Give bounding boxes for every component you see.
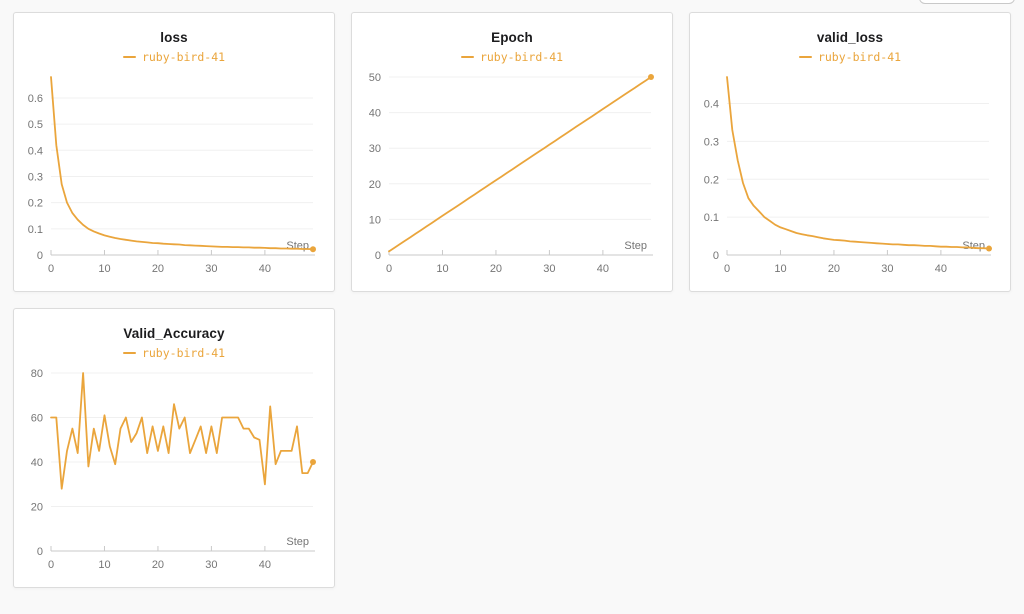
gridlines [51, 97, 313, 230]
gridlines [727, 103, 989, 218]
svg-text:60: 60 [31, 413, 43, 425]
svg-text:10: 10 [369, 214, 381, 226]
y-tick-labels: 0 10 20 30 40 50 [369, 72, 381, 262]
svg-text:0.4: 0.4 [28, 145, 43, 157]
line-chart[interactable]: 0 0.1 0.2 0.3 0.4 0.5 0.6 0 10 20 30 40 Step [15, 71, 333, 285]
svg-text:80: 80 [31, 368, 43, 380]
y-tick-labels: 0 20 40 60 80 [31, 368, 43, 558]
svg-text:0.2: 0.2 [28, 198, 43, 210]
legend-run-name[interactable]: ruby-bird-41 [479, 50, 564, 64]
x-axis-label: Step [286, 240, 309, 252]
y-tick-labels: 0 0.1 0.2 0.3 0.4 [704, 99, 719, 262]
chart-legend: ruby-bird-41 [14, 49, 334, 65]
svg-text:20: 20 [369, 179, 381, 191]
svg-text:0: 0 [375, 250, 381, 262]
legend-line-swatch [460, 56, 474, 58]
legend-run-name[interactable]: ruby-bird-41 [817, 50, 902, 64]
x-axis [50, 250, 315, 256]
chart-panel-epoch[interactable]: Epoch ruby-bird-41 0 10 20 30 40 50 0 10 20 30 40 S… [351, 12, 673, 292]
x-tick-labels: 0 10 20 30 40 [724, 263, 947, 275]
x-axis-label: Step [624, 240, 647, 252]
chart-title: loss [160, 30, 188, 45]
gridlines [389, 76, 651, 220]
svg-text:0.2: 0.2 [704, 174, 719, 186]
gridlines [51, 372, 313, 507]
svg-text:0.6: 0.6 [28, 93, 43, 105]
svg-text:40: 40 [259, 559, 271, 571]
chart-panel-loss[interactable]: loss ruby-bird-41 0 0.1 0.2 0.3 0.4 0.5 0.6 0 10… [13, 12, 335, 292]
svg-text:30: 30 [205, 263, 217, 275]
legend-run-name[interactable]: ruby-bird-41 [141, 346, 226, 360]
svg-text:0: 0 [386, 263, 392, 275]
svg-text:40: 40 [31, 457, 43, 469]
svg-text:30: 30 [543, 263, 555, 275]
svg-text:0: 0 [48, 263, 54, 275]
chart-legend: ruby-bird-41 [352, 49, 672, 65]
legend-line-swatch [122, 352, 136, 354]
x-axis [726, 250, 991, 256]
line-chart[interactable]: 0 0.1 0.2 0.3 0.4 0 10 20 30 40 Step [691, 71, 1009, 285]
chart-legend: ruby-bird-41 [690, 49, 1010, 65]
svg-text:20: 20 [31, 502, 43, 514]
x-tick-labels: 0 10 20 30 40 [48, 263, 271, 275]
svg-text:30: 30 [369, 143, 381, 155]
y-tick-labels: 0 0.1 0.2 0.3 0.4 0.5 0.6 [28, 93, 43, 262]
svg-text:20: 20 [152, 559, 164, 571]
svg-text:0: 0 [713, 250, 719, 262]
line-chart[interactable]: 0 20 40 60 80 0 10 20 30 40 Step [15, 367, 333, 581]
x-tick-labels: 0 10 20 30 40 [386, 263, 609, 275]
charts-grid: loss ruby-bird-41 0 0.1 0.2 0.3 0.4 0.5 0.6 0 10… [13, 12, 1011, 588]
svg-text:0.1: 0.1 [28, 224, 43, 236]
svg-text:20: 20 [152, 263, 164, 275]
line-chart[interactable]: 0 10 20 30 40 50 0 10 20 30 40 Step [353, 71, 671, 285]
series-end-dot [310, 459, 316, 465]
svg-text:30: 30 [205, 559, 217, 571]
series-end-dot [310, 246, 316, 253]
x-axis [50, 546, 315, 552]
svg-text:0: 0 [37, 250, 43, 262]
chart-title: Epoch [491, 30, 533, 45]
svg-text:10: 10 [436, 263, 448, 275]
chart-title: valid_loss [816, 30, 884, 45]
svg-text:10: 10 [98, 263, 110, 275]
series-line [388, 76, 652, 253]
svg-text:10: 10 [98, 559, 110, 571]
svg-text:30: 30 [881, 263, 893, 275]
x-axis [388, 250, 653, 256]
svg-text:0: 0 [48, 559, 54, 571]
x-axis-label: Step [962, 240, 985, 252]
svg-text:40: 40 [597, 263, 609, 275]
svg-text:40: 40 [369, 108, 381, 120]
svg-text:0.4: 0.4 [704, 99, 719, 111]
svg-text:0.1: 0.1 [704, 212, 719, 224]
chart-legend: ruby-bird-41 [14, 345, 334, 361]
chart-title: Valid_Accuracy [123, 326, 225, 341]
svg-text:40: 40 [259, 263, 271, 275]
chart-panel-valid-loss[interactable]: valid_loss ruby-bird-41 0 0.1 0.2 0.3 0.4 0 10… [689, 12, 1011, 292]
svg-text:20: 20 [828, 263, 840, 275]
svg-text:50: 50 [369, 72, 381, 84]
panel-options-button[interactable] [919, 0, 1015, 4]
series-end-dot [986, 245, 992, 252]
series-end-dot [648, 74, 654, 80]
svg-text:20: 20 [490, 263, 502, 275]
legend-run-name[interactable]: ruby-bird-41 [141, 50, 226, 64]
series-line [50, 76, 314, 251]
legend-line-swatch [122, 56, 136, 58]
legend-line-swatch [798, 56, 812, 58]
x-axis-label: Step [286, 536, 309, 548]
svg-text:0.3: 0.3 [704, 136, 719, 148]
chart-panel-valid-accuracy[interactable]: Valid_Accuracy ruby-bird-41 0 20 40 60 80 0 10… [13, 308, 335, 588]
svg-text:0: 0 [724, 263, 730, 275]
series-line [726, 76, 990, 250]
x-tick-labels: 0 10 20 30 40 [48, 559, 271, 571]
svg-text:0.3: 0.3 [28, 171, 43, 183]
svg-text:40: 40 [935, 263, 947, 275]
svg-text:0.5: 0.5 [28, 119, 43, 131]
svg-text:10: 10 [774, 263, 786, 275]
series-line [50, 372, 314, 490]
svg-text:0: 0 [37, 546, 43, 558]
